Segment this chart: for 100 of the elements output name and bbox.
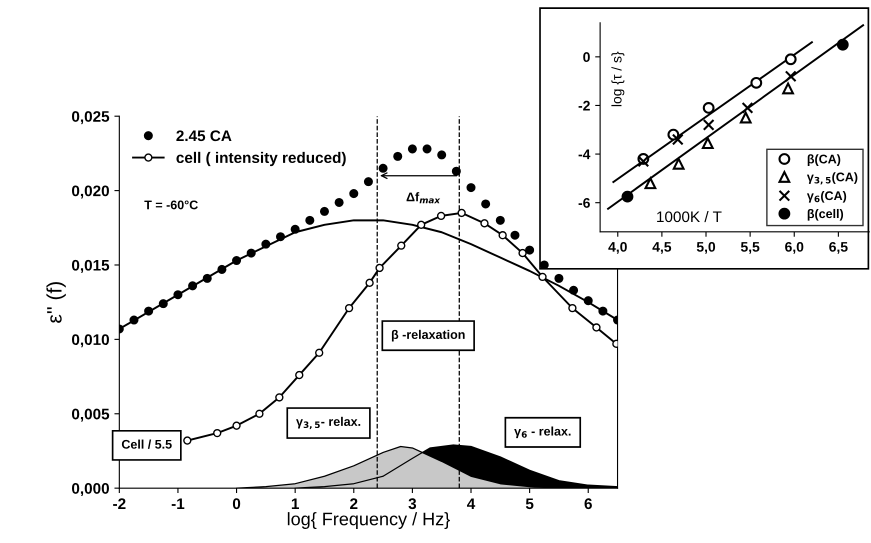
point [217,264,226,274]
y-tick-label: 0,010 [72,334,109,348]
y-tick-label: 0,020 [72,185,109,198]
y-tick-label: 0,000 [72,483,109,496]
point [320,206,329,216]
point [742,102,754,114]
point [173,290,182,300]
point [538,272,547,282]
point [232,422,241,430]
point [702,118,715,131]
point [290,224,300,234]
point [375,264,384,272]
annotation: β -relaxation [392,330,465,342]
point [315,348,324,357]
x-tick-label: -2 [113,498,126,509]
point [496,216,505,225]
point [782,82,794,94]
y-axis-title: log {τ / s} [611,52,624,106]
point [740,112,752,124]
point [397,241,406,250]
y-tick-label: 0,005 [72,408,110,422]
point [480,219,489,228]
point [349,189,358,198]
point [305,216,314,225]
x-axis-title: 1000K / T [657,210,722,222]
point [672,134,684,146]
y-tick-label: -6 [578,198,590,208]
x-tick-label: 4,0 [608,242,627,254]
point [702,102,715,114]
point [365,278,374,288]
point [276,232,286,242]
point [408,144,417,154]
point [188,281,198,290]
y-tick-label: 0 [583,52,590,62]
x-tick-label: -1 [172,498,184,509]
point [275,393,284,402]
point [466,183,476,192]
point [129,316,138,325]
y-tick-label: -2 [578,100,590,110]
annotation: T = -60°C [144,200,198,210]
point [261,240,270,249]
point [784,53,797,66]
point [232,256,242,266]
point [364,177,373,186]
legend-label: cell ( intensity reduced) [176,152,346,166]
x-tick-label: 6,0 [785,242,804,254]
point [592,323,601,332]
point [422,144,432,154]
point [334,198,344,208]
y-tick-label: -4 [578,150,590,160]
point [525,246,534,255]
x-tick-label: 5,5 [740,242,760,254]
point [183,436,192,445]
point [202,274,212,283]
x-tick-label: 4 [466,498,476,509]
x-tick-label: 5,0 [696,242,716,254]
point [836,38,849,51]
y-axis-title: ε'' (f) [46,282,66,323]
point [246,248,256,258]
point [510,230,520,240]
point [568,304,577,312]
point [622,190,634,203]
x-tick-label: 6 [584,498,592,510]
point [378,164,388,173]
point [144,306,154,316]
point [554,274,564,283]
x-tick-label: 0 [232,498,240,510]
legend-label: γ$_{3,5}$(CA) [806,172,858,185]
point [437,150,446,160]
point [344,304,354,312]
y-tick-label: 0,025 [72,111,110,124]
point [417,220,426,229]
x-tick-label: 5 [526,498,534,510]
point [436,212,446,220]
x-tick-label: 4,5 [652,242,672,254]
x-tick-label: 1 [292,498,299,509]
point [672,158,685,170]
point [452,166,461,176]
legend-label: γ$_{6}$(CA) [806,190,846,203]
point [481,199,490,208]
point [498,231,507,240]
point [702,137,714,150]
x-tick-label: 6,5 [829,242,848,254]
y-tick-label: 0,015 [72,260,110,273]
point [569,286,578,295]
point [255,410,264,418]
annotation: γ$_{3,5}$- relax. [296,416,360,430]
point [598,306,608,316]
point [158,299,168,308]
point [750,76,762,89]
legend-label: 2.45 CA [176,130,232,142]
annotation: γ$_{6}$ - relax. [514,426,571,438]
point [584,296,593,306]
annotation: Δf$_{max}$ [406,192,440,204]
legend-label: β(cell) [808,208,844,221]
point [518,248,527,258]
point [393,152,402,161]
point [644,177,656,190]
point [213,428,222,438]
point [457,208,466,218]
